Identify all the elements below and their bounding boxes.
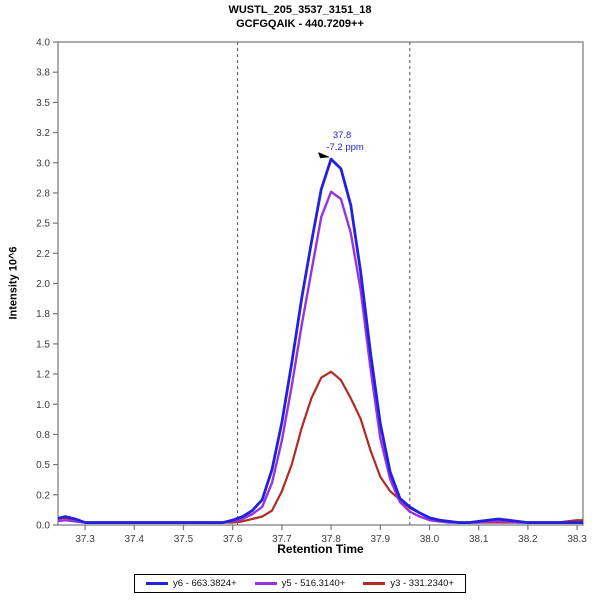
x-tick-label: 37.6 <box>223 534 243 545</box>
plot-border <box>57 41 584 526</box>
legend-label-y6: y6 - 663.3824+ <box>173 578 237 589</box>
y-tick-label: 3.5 <box>36 98 50 109</box>
y-tick-label: 2.0 <box>36 279 50 290</box>
x-tick-label: 37.7 <box>272 534 292 545</box>
y-tick-label: 0.0 <box>36 521 50 532</box>
trace-y6[interactable] <box>56 157 587 524</box>
y-tick-label: 1.2 <box>36 370 50 381</box>
y-tick-label: 4.0 <box>36 38 50 49</box>
legend-line-swatch-y5 <box>254 582 277 585</box>
integration-boundary-lines[interactable] <box>237 42 411 525</box>
x-tick-label: 37.4 <box>125 534 145 545</box>
chart-title-line1: WUSTL_205_3537_3151_18 <box>228 4 372 16</box>
x-tick-label: 38.3 <box>567 534 587 545</box>
y-tick-label: 1.0 <box>36 400 50 411</box>
axis-ticks: 37.3 37.4 37.5 37.6 37.7 37.8 37.9 38.0 38.1 38.2… <box>36 38 587 546</box>
legend-item-y5: y5 - 516.3140+ <box>254 578 346 589</box>
x-tick-label: 37.3 <box>75 534 95 545</box>
peak-ppm-annotation: -7.2 ppm <box>326 142 364 153</box>
y-axis-label: Intensity 10^6 <box>7 246 20 320</box>
y-tick-label: 0.5 <box>36 460 50 471</box>
x-axis-label: Retention Time <box>277 542 364 556</box>
x-tick-label: 37.5 <box>174 534 194 545</box>
chart-title: WUSTL_205_3537_3151_18 GCFGQAIK - 440.72… <box>0 3 600 31</box>
x-tick-label: 38.0 <box>420 534 440 545</box>
y-tick-label: 3.0 <box>36 158 50 169</box>
y-tick-label: 3.8 <box>36 68 50 79</box>
x-tick-label: 37.8 <box>321 534 341 545</box>
x-tick-label: 37.9 <box>371 534 391 545</box>
y-tick-label: 1.8 <box>36 309 50 320</box>
y-tick-label: 0.8 <box>36 430 50 441</box>
legend-item-y3: y3 - 331.2340+ <box>363 578 454 589</box>
y-tick-label: 2.2 <box>36 249 50 260</box>
x-tick-label: 38.2 <box>518 534 538 545</box>
x-tick-label: 38.1 <box>469 534 489 545</box>
trace-y3[interactable] <box>56 370 587 524</box>
y-tick-label: 1.5 <box>36 339 50 350</box>
y-tick-label: 0.2 <box>36 490 50 501</box>
legend-item-y6: y6 - 663.3824+ <box>146 578 237 589</box>
legend-line-swatch-y6 <box>146 582 169 585</box>
legend-line-swatch-y3 <box>363 582 386 585</box>
peak-annotation-arrow-icon <box>318 152 331 159</box>
legend: y6 - 663.3824+ y5 - 516.3140+ y3 - 331.2… <box>134 574 466 593</box>
chromatogram-traces[interactable] <box>56 157 587 524</box>
legend-label-y5: y5 - 516.3140+ <box>281 578 346 589</box>
peak-rt-annotation: 37.8 <box>333 130 352 141</box>
y-tick-label: 3.2 <box>36 128 50 139</box>
y-tick-label: 2.8 <box>36 188 50 199</box>
chart-title-line2: GCFGQAIK - 440.7209++ <box>236 18 364 30</box>
y-tick-label: 2.5 <box>36 219 50 230</box>
peak-annotation: 37.8 -7.2 ppm <box>318 130 364 159</box>
trace-y5[interactable] <box>56 190 587 524</box>
legend-label-y3: y3 - 331.2340+ <box>390 578 454 589</box>
